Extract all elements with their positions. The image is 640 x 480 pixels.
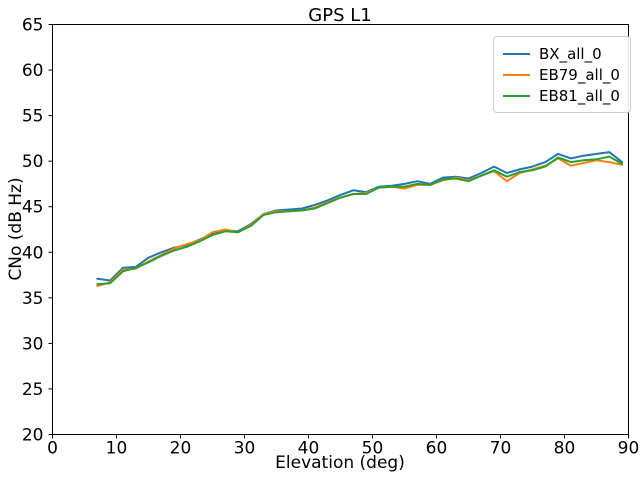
legend-entry-eb81: EB81_all_0 [503,85,620,106]
series-lines [96,151,624,287]
y-tick-label: 45 [22,198,44,218]
legend-label: BX_all_0 [539,44,602,63]
x-tick-label: 80 [554,439,576,459]
x-tick-label: 40 [298,439,320,459]
y-tick-label: 40 [22,243,44,263]
axes-spines [52,24,629,435]
y-tick-label: 30 [22,334,44,354]
axis-tick-labels: 0 10 20 30 40 50 60 70 80 90 20 25 30 35 40 45 50 55 60 65 [22,16,639,459]
legend-entry-bx: BX_all_0 [503,43,620,64]
y-tick-label: 25 [22,380,44,400]
y-tick-label: 20 [22,426,44,446]
x-tick-label: 10 [106,439,128,459]
legend-label: EB79_all_0 [539,65,620,84]
x-tick-label: 20 [170,439,192,459]
y-tick-label: 50 [22,152,44,172]
series-line-BX_all_0 [96,151,624,282]
legend-label: EB81_all_0 [539,86,620,105]
legend: BX_all_0 EB79_all_0 EB81_all_0 [493,36,631,113]
legend-line-sample-orange [503,73,530,76]
y-axis-label: CNo (dB Hz) [6,177,26,281]
series-line-EB81_all_0 [96,155,624,286]
y-tick-label: 60 [22,61,44,81]
axis-ticks [48,24,629,439]
y-tick-label: 55 [22,107,44,127]
y-tick-label: 65 [22,16,44,36]
x-tick-label: 60 [426,439,448,459]
x-tick-label: 50 [362,439,384,459]
x-axis-label: Elevation (deg) [275,453,405,473]
x-tick-label: 0 [47,439,58,459]
legend-line-sample-blue [503,52,530,55]
legend-line-sample-green [503,94,530,97]
x-tick-label: 30 [234,439,256,459]
legend-entry-eb79: EB79_all_0 [503,64,620,85]
series-line-EB79_all_0 [96,157,624,287]
y-tick-label: 35 [22,289,44,309]
x-tick-label: 70 [490,439,512,459]
x-tick-label: 90 [618,439,640,459]
chart-title: GPS L1 [308,5,372,26]
